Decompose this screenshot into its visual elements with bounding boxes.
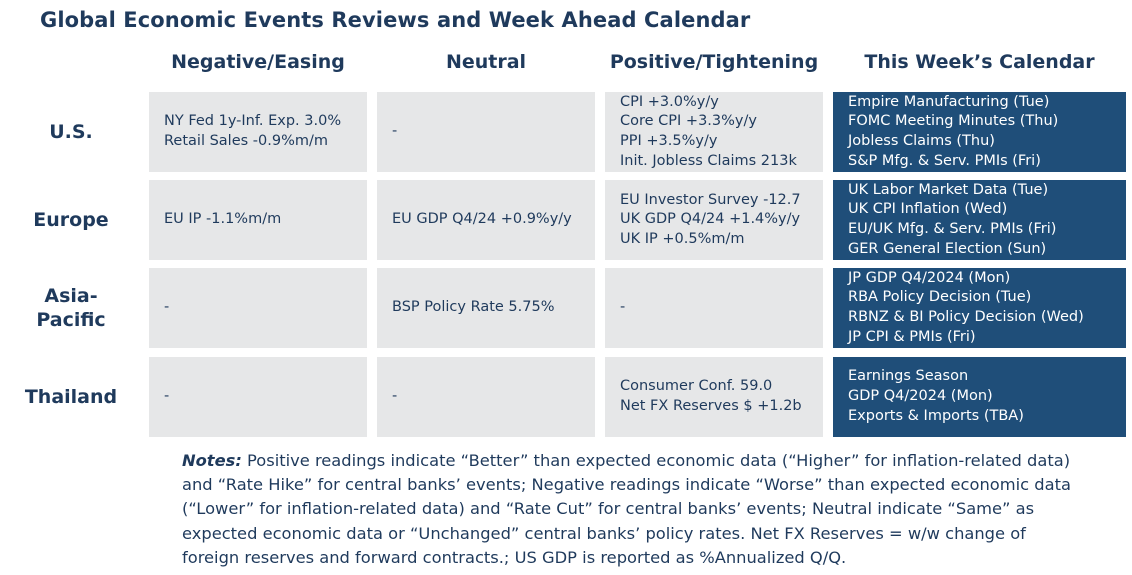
cell-europe-neutral: EU GDP Q4/24 +0.9%y/y — [377, 180, 595, 260]
column-header-neutral: Neutral — [445, 51, 527, 73]
cell-line: UK GDP Q4/24 +1.4%y/y — [620, 211, 801, 228]
page-title: Global Economic Events Reviews and Week … — [40, 8, 751, 32]
column-header-positive: Positive/Tightening — [609, 51, 819, 73]
calendar-line: Exports & Imports (TBA) — [848, 407, 1024, 424]
calendar-line: Empire Manufacturing (Tue) — [848, 93, 1050, 110]
cell-line: - — [392, 123, 398, 140]
calendar-line: S&P Mfg. & Serv. PMIs (Fri) — [848, 152, 1041, 169]
calendar-line: GER General Election (Sun) — [848, 240, 1047, 257]
calendar-line: GDP Q4/2024 (Mon) — [848, 388, 993, 405]
row-label-us: U.S. — [49, 121, 93, 143]
cell-asia-negative: - — [149, 268, 367, 348]
cell-us-negative: NY Fed 1y-Inf. Exp. 3.0% Retail Sales -0… — [149, 92, 367, 172]
notes-label: Notes: — [182, 451, 242, 470]
column-header-negative: Negative/Easing — [171, 51, 345, 73]
cell-line: NY Fed 1y-Inf. Exp. 3.0% — [164, 113, 342, 130]
row-label-thailand: Thailand — [24, 386, 118, 408]
cell-europe-positive: EU Investor Survey -12.7 UK GDP Q4/24 +1… — [605, 180, 823, 260]
calendar-line: RBNZ & BI Policy Decision (Wed) — [848, 309, 1084, 325]
cell-europe-negative: EU IP -1.1%m/m — [149, 180, 367, 260]
cell-line: Init. Jobless Claims 213k — [620, 152, 797, 169]
cell-line: EU IP -1.1%m/m — [164, 211, 282, 228]
column-header-calendar: This Week’s Calendar — [864, 51, 1095, 73]
cell-line: Consumer Conf. 59.0 — [620, 378, 773, 395]
notes-text: Positive readings indicate “Better” than… — [182, 451, 1071, 567]
calendar-line: EU/UK Mfg. & Serv. PMIs (Fri) — [848, 221, 1057, 237]
cell-line: CPI +3.0%y/y — [620, 93, 719, 110]
calendar-line: Jobless Claims (Thu) — [848, 133, 995, 149]
cell-us-positive: CPI +3.0%y/y Core CPI +3.3%y/y PPI +3.5%… — [605, 92, 823, 172]
cell-line: - — [620, 299, 626, 316]
calendar-line: FOMC Meeting Minutes (Thu) — [848, 113, 1059, 130]
row-label-asia-pacific: Asia-Pacific — [36, 285, 106, 331]
cell-thailand-negative: - — [149, 357, 367, 437]
calendar-line: UK CPI Inflation (Wed) — [848, 201, 1008, 218]
cell-line: PPI +3.5%y/y — [620, 133, 718, 149]
cell-europe-calendar: UK Labor Market Data (Tue) UK CPI Inflat… — [833, 180, 1126, 260]
calendar-line: Earnings Season — [848, 368, 969, 385]
cell-thailand-positive: Consumer Conf. 59.0 Net FX Reserves $ +1… — [605, 357, 823, 437]
cell-line: Retail Sales -0.9%m/m — [164, 133, 328, 149]
notes: Notes: Positive readings indicate “Bette… — [182, 449, 1087, 570]
cell-thailand-neutral: - — [377, 357, 595, 437]
cell-line: EU Investor Survey -12.7 — [620, 191, 801, 208]
cell-line: BSP Policy Rate 5.75% — [392, 299, 555, 316]
row-label-europe: Europe — [33, 209, 109, 231]
cell-asia-positive: - — [605, 268, 823, 348]
cell-line: - — [164, 299, 170, 316]
cell-asia-calendar: JP GDP Q4/2024 (Mon) RBA Policy Decision… — [833, 268, 1126, 348]
cell-asia-neutral: BSP Policy Rate 5.75% — [377, 268, 595, 348]
cell-line: EU GDP Q4/24 +0.9%y/y — [392, 211, 572, 228]
calendar-line: JP CPI & PMIs (Fri) — [848, 328, 976, 345]
cell-line: - — [164, 388, 170, 405]
calendar-line: RBA Policy Decision (Tue) — [848, 289, 1032, 306]
cell-us-neutral: - — [377, 92, 595, 172]
cell-thailand-calendar: Earnings Season GDP Q4/2024 (Mon) Export… — [833, 357, 1126, 437]
cell-line: UK IP +0.5%m/m — [620, 230, 745, 247]
calendar-line: JP GDP Q4/2024 (Mon) — [848, 269, 1011, 286]
cell-line: Core CPI +3.3%y/y — [620, 113, 757, 130]
calendar-line: UK Labor Market Data (Tue) — [848, 181, 1049, 198]
cell-us-calendar: Empire Manufacturing (Tue) FOMC Meeting … — [833, 92, 1126, 172]
cell-line: - — [392, 388, 398, 405]
cell-line: Net FX Reserves $ +1.2b — [620, 398, 802, 414]
